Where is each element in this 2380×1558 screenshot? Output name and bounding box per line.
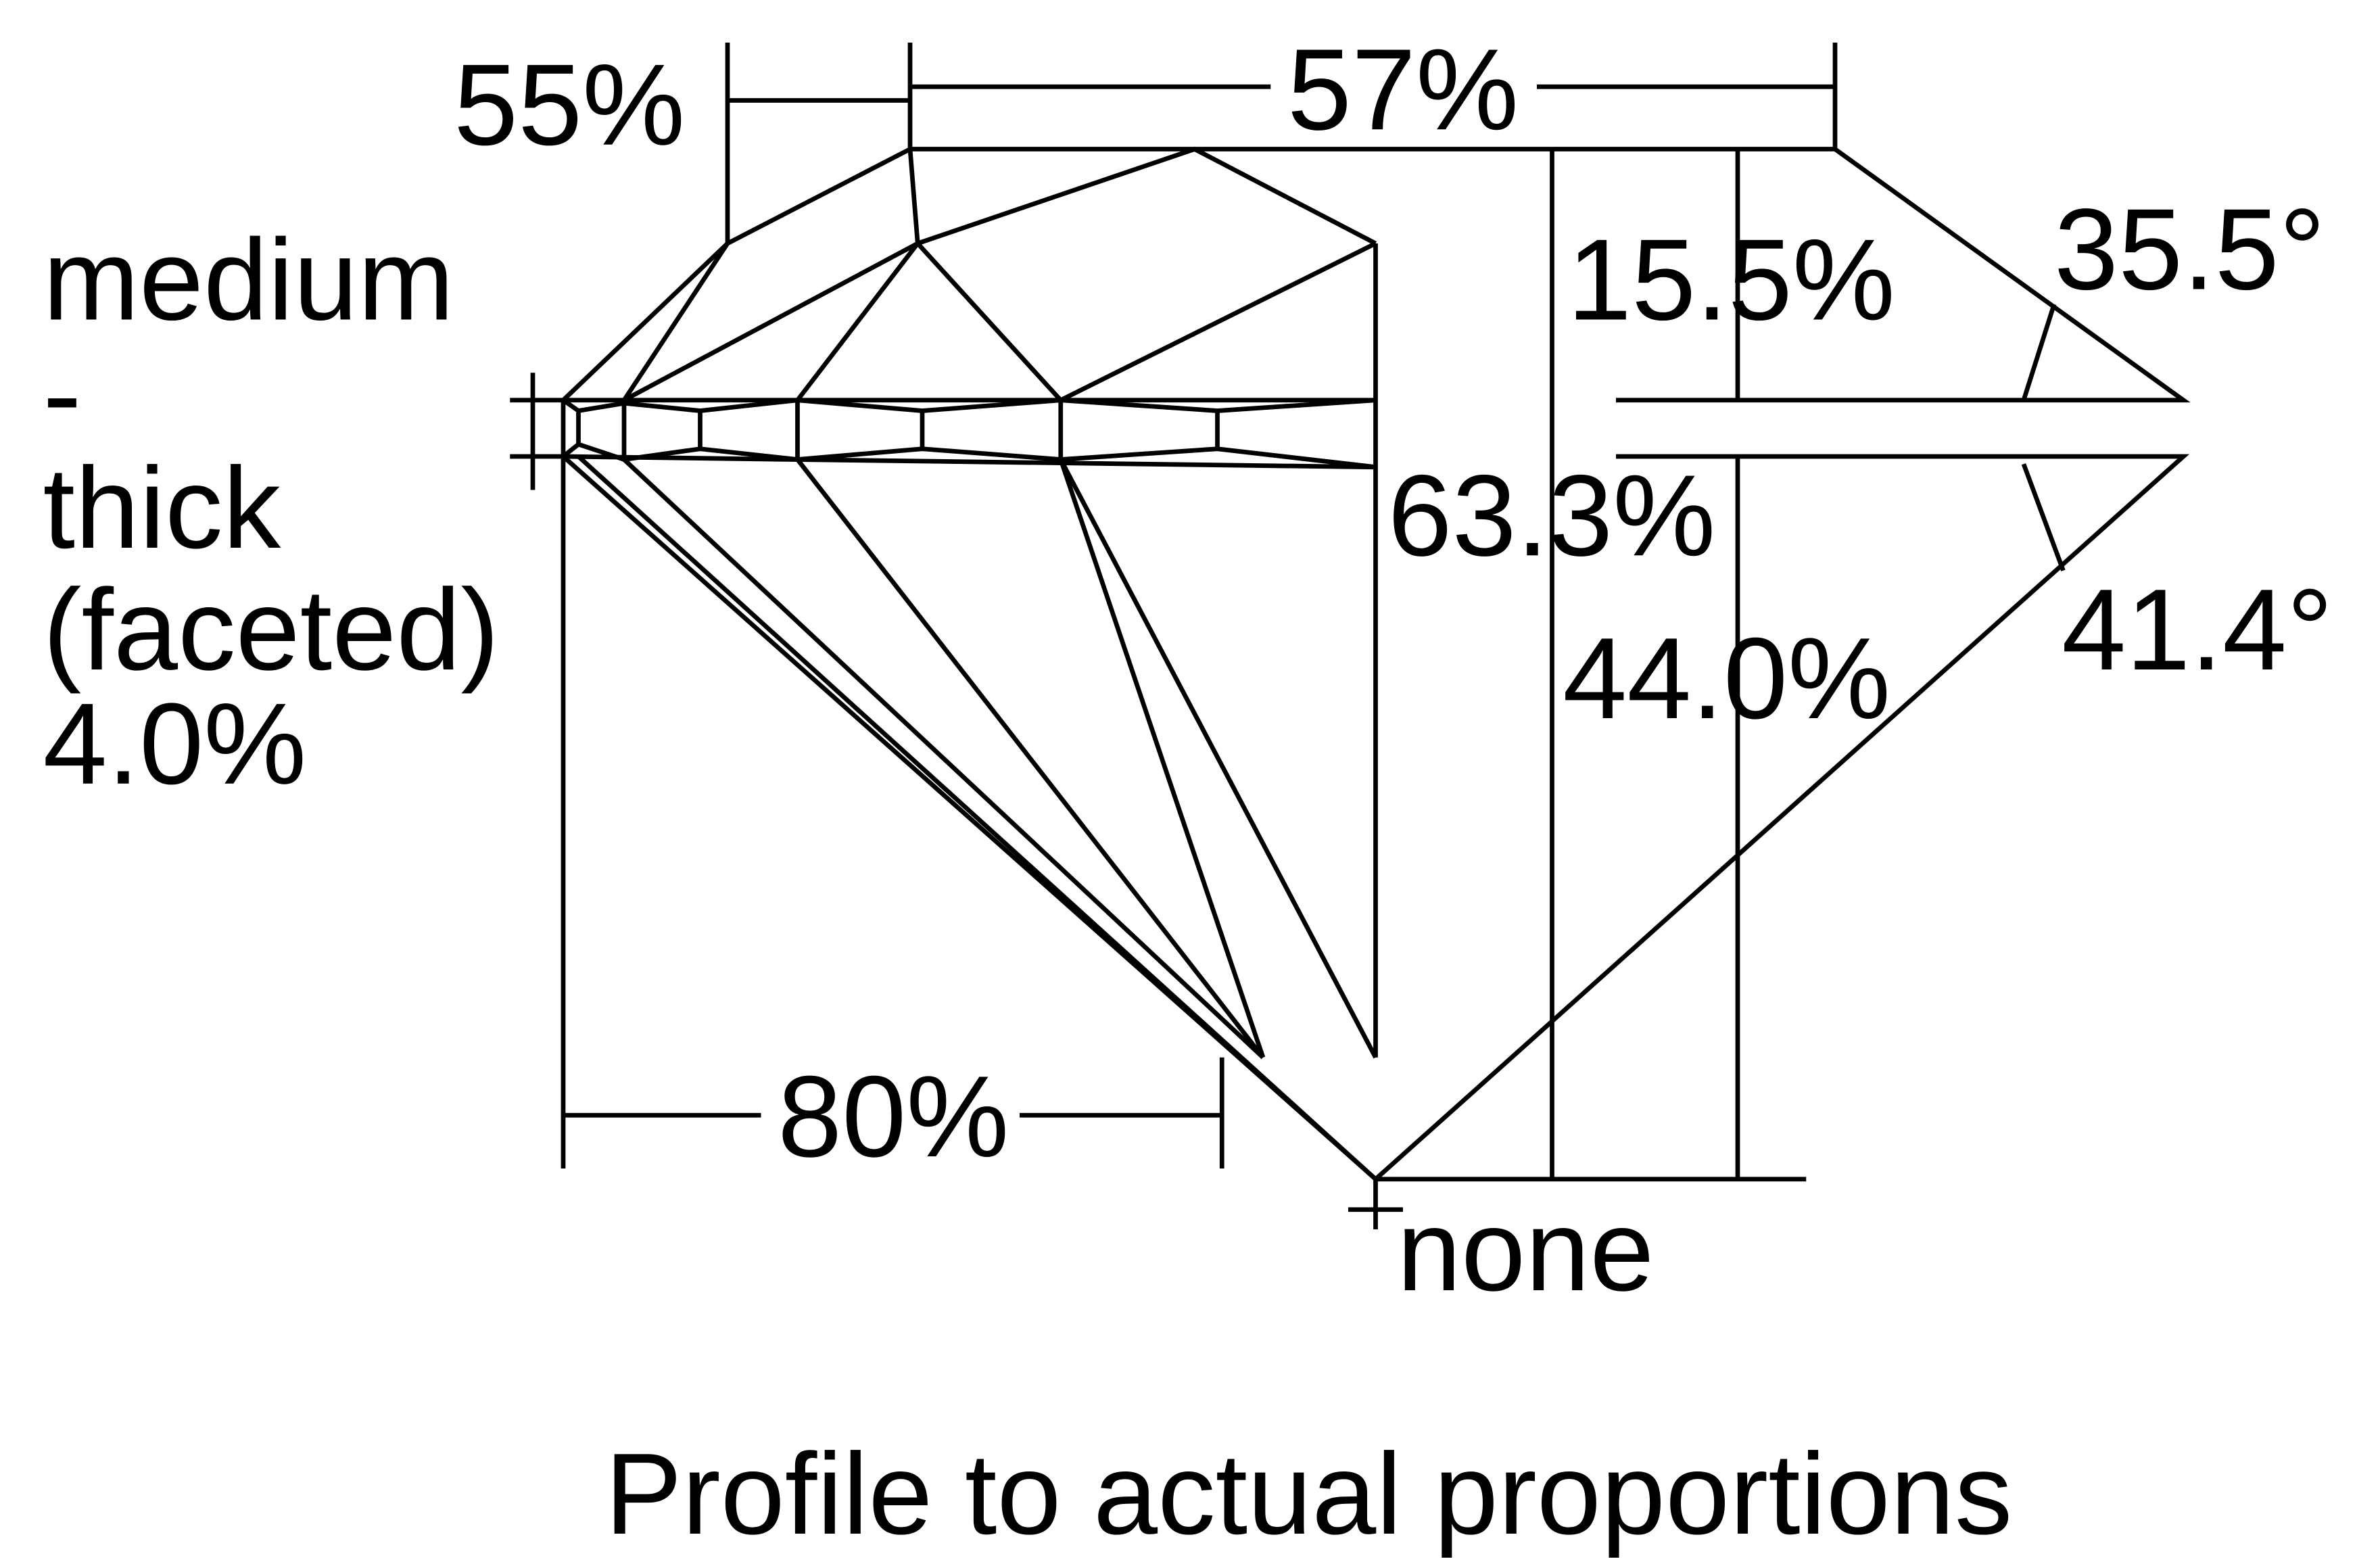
- label: thick: [43, 444, 281, 573]
- label: -: [43, 329, 82, 458]
- label: 15.5%: [1567, 216, 1895, 345]
- label: none: [1397, 1186, 1654, 1315]
- caption: Profile to actual proportions: [605, 1430, 2013, 1558]
- label: (faceted): [43, 565, 500, 694]
- label: 4.0%: [43, 680, 307, 809]
- label: 57%: [1287, 25, 1519, 154]
- label: 44.0%: [1563, 614, 1890, 743]
- pavilion-facets: [577, 454, 1378, 1181]
- label: 55%: [454, 41, 685, 170]
- label: medium: [43, 216, 454, 345]
- label: 35.5°: [2054, 185, 2325, 314]
- diamond-outline: [561, 147, 2191, 1183]
- label: 80%: [778, 1052, 1009, 1181]
- dimension-lines: [510, 43, 2066, 1229]
- label: 63.3%: [1388, 451, 1716, 580]
- crown-facets: [622, 146, 1377, 402]
- label: 41.4°: [2062, 565, 2333, 694]
